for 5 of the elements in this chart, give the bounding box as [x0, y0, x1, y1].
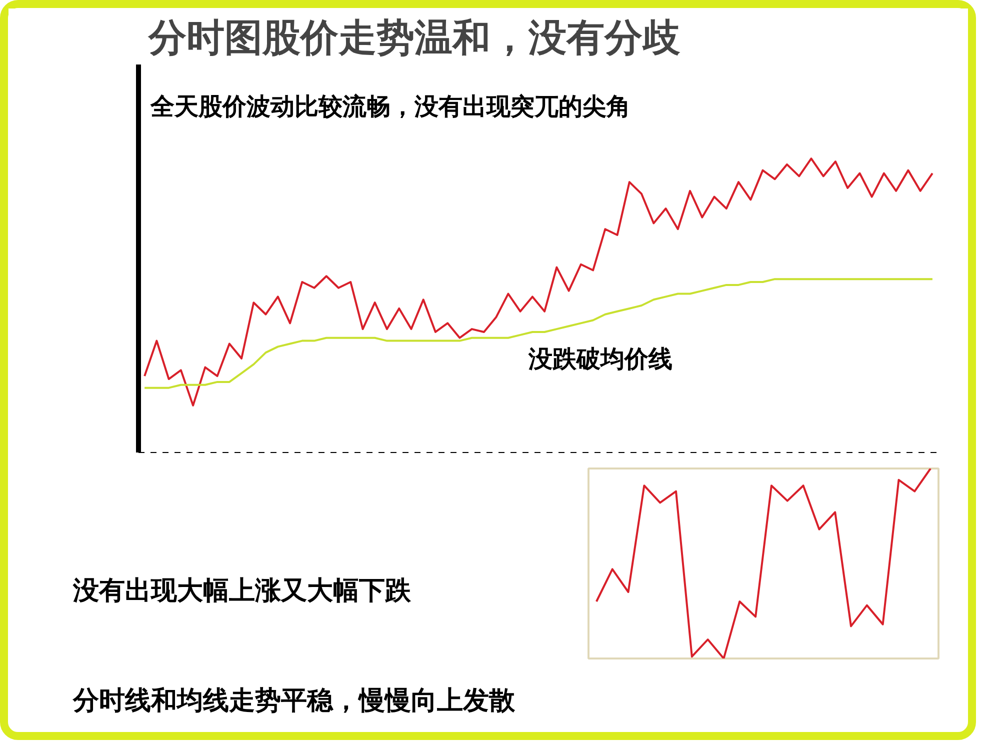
text: 全天股价波动比较流畅，没有出现突兀的尖角 [150, 92, 631, 120]
text: 分时线和均线走势平稳，慢慢向上发散 [73, 685, 515, 718]
chart-title: 分时图股价走势温和，没有分歧 [148, 16, 680, 60]
annotation: 没跌破均价线 [528, 345, 673, 374]
text: 没有出现大幅上涨又大幅下跌 [73, 575, 411, 608]
